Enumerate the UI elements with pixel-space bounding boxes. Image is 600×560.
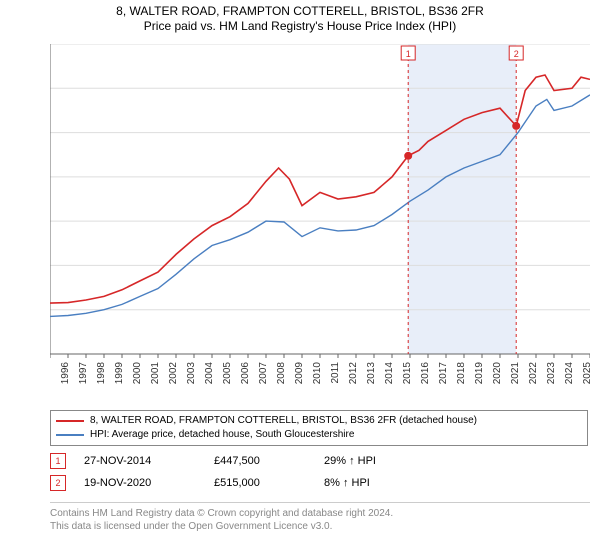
title-line1: 8, WALTER ROAD, FRAMPTON COTTERELL, BRIS… bbox=[0, 4, 600, 19]
svg-text:2005: 2005 bbox=[222, 362, 233, 384]
table-row: 2 19-NOV-2020 £515,000 8% ↑ HPI bbox=[50, 472, 590, 494]
legend-row-2: HPI: Average price, detached house, Sout… bbox=[56, 428, 582, 442]
svg-text:1998: 1998 bbox=[96, 362, 107, 384]
svg-text:2008: 2008 bbox=[276, 362, 287, 384]
svg-text:2002: 2002 bbox=[168, 362, 179, 384]
svg-text:2004: 2004 bbox=[204, 362, 215, 384]
svg-text:2: 2 bbox=[514, 49, 519, 59]
svg-text:1999: 1999 bbox=[114, 362, 125, 384]
svg-text:1: 1 bbox=[406, 49, 411, 59]
chart-container: 8, WALTER ROAD, FRAMPTON COTTERELL, BRIS… bbox=[0, 0, 600, 560]
svg-text:2016: 2016 bbox=[420, 362, 431, 384]
legend-swatch-1 bbox=[56, 420, 84, 422]
sale-date-2: 19-NOV-2020 bbox=[84, 477, 214, 489]
svg-text:2006: 2006 bbox=[240, 362, 251, 384]
sale-price-2: £515,000 bbox=[214, 477, 324, 489]
footer-line2: This data is licensed under the Open Gov… bbox=[50, 520, 590, 533]
table-row: 1 27-NOV-2014 £447,500 29% ↑ HPI bbox=[50, 450, 590, 472]
svg-text:2001: 2001 bbox=[150, 362, 161, 384]
svg-text:2024: 2024 bbox=[564, 362, 575, 384]
svg-text:2013: 2013 bbox=[366, 362, 377, 384]
svg-text:2023: 2023 bbox=[546, 362, 557, 384]
svg-text:2003: 2003 bbox=[186, 362, 197, 384]
svg-text:2007: 2007 bbox=[258, 362, 269, 384]
svg-text:1996: 1996 bbox=[60, 362, 71, 384]
legend-row-1: 8, WALTER ROAD, FRAMPTON COTTERELL, BRIS… bbox=[56, 414, 582, 428]
sale-price-1: £447,500 bbox=[214, 455, 324, 467]
svg-text:2010: 2010 bbox=[312, 362, 323, 384]
legend-swatch-2 bbox=[56, 434, 84, 436]
svg-text:2017: 2017 bbox=[438, 362, 449, 384]
svg-text:2025: 2025 bbox=[582, 362, 590, 384]
svg-text:2019: 2019 bbox=[474, 362, 485, 384]
svg-text:2009: 2009 bbox=[294, 362, 305, 384]
marker-badge-1: 1 bbox=[50, 453, 66, 469]
svg-text:2011: 2011 bbox=[330, 362, 341, 384]
footer-line1: Contains HM Land Registry data © Crown c… bbox=[50, 507, 590, 520]
footer: Contains HM Land Registry data © Crown c… bbox=[50, 502, 590, 533]
marker-badge-2: 2 bbox=[50, 475, 66, 491]
svg-text:2015: 2015 bbox=[402, 362, 413, 384]
legend-text-2: HPI: Average price, detached house, Sout… bbox=[90, 428, 354, 442]
svg-text:1997: 1997 bbox=[78, 362, 89, 384]
sale-pct-2: 8% ↑ HPI bbox=[324, 477, 444, 489]
svg-text:2021: 2021 bbox=[510, 362, 521, 384]
svg-text:2000: 2000 bbox=[132, 362, 143, 384]
legend-text-1: 8, WALTER ROAD, FRAMPTON COTTERELL, BRIS… bbox=[90, 414, 477, 428]
sale-pct-1: 29% ↑ HPI bbox=[324, 455, 444, 467]
svg-text:1995: 1995 bbox=[50, 362, 53, 384]
svg-text:2020: 2020 bbox=[492, 362, 503, 384]
sale-date-1: 27-NOV-2014 bbox=[84, 455, 214, 467]
svg-text:2018: 2018 bbox=[456, 362, 467, 384]
svg-text:2014: 2014 bbox=[384, 362, 395, 384]
chart-svg: £0£100K£200K£300K£400K£500K£600K£700K199… bbox=[50, 44, 590, 384]
title-line2: Price paid vs. HM Land Registry's House … bbox=[0, 19, 600, 34]
legend: 8, WALTER ROAD, FRAMPTON COTTERELL, BRIS… bbox=[50, 410, 588, 446]
title-block: 8, WALTER ROAD, FRAMPTON COTTERELL, BRIS… bbox=[0, 0, 600, 34]
svg-text:2022: 2022 bbox=[528, 362, 539, 384]
svg-text:2012: 2012 bbox=[348, 362, 359, 384]
chart-area: £0£100K£200K£300K£400K£500K£600K£700K199… bbox=[50, 44, 590, 384]
sales-table: 1 27-NOV-2014 £447,500 29% ↑ HPI 2 19-NO… bbox=[50, 450, 590, 494]
